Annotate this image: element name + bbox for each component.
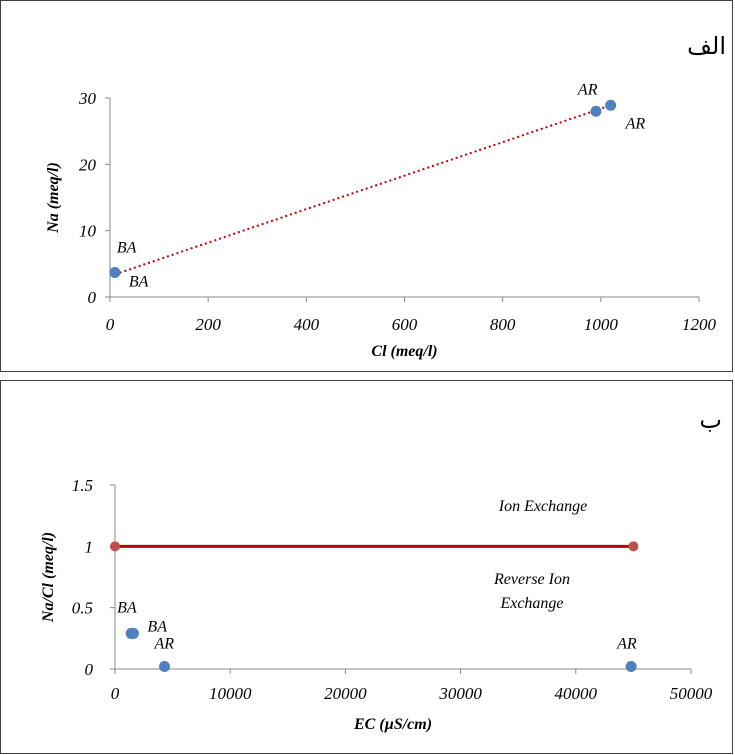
x-tick-label: 400 xyxy=(294,315,320,334)
y-tick-label: 1.5 xyxy=(72,476,93,495)
point-label: BA xyxy=(147,618,167,635)
point-label: BA xyxy=(129,273,149,290)
x-tick-label: 40000 xyxy=(555,684,598,703)
data-point xyxy=(625,661,637,673)
y-tick-label: 0 xyxy=(88,288,97,307)
region-label: Reverse Ion xyxy=(493,571,570,588)
data-point xyxy=(159,661,171,673)
y-tick-label: 10 xyxy=(79,222,97,241)
x-tick-label: 200 xyxy=(195,315,221,334)
x-tick-label: 20000 xyxy=(324,684,367,703)
x-tick-label: 0 xyxy=(106,315,115,334)
chart-panel-a: الف 0 10 20 30 0 200 400 600 800 1000 1200 Cl (meq/l… xyxy=(0,0,733,372)
x-tick-label: 600 xyxy=(392,315,418,334)
chart-a-svg: الف 0 10 20 30 0 200 400 600 800 1000 1200 Cl (meq/l… xyxy=(45,32,726,360)
y-tick-label: 20 xyxy=(79,155,97,174)
data-point xyxy=(605,99,617,111)
y-axis-title: Na/Cl (meq/l) xyxy=(40,532,57,623)
y-tick-label: 1 xyxy=(85,537,94,556)
trendline xyxy=(114,104,611,276)
x-tick-label: 1200 xyxy=(682,315,717,334)
x-tick-label: 800 xyxy=(490,315,516,334)
point-label: BA xyxy=(117,239,137,256)
region-label: Exchange xyxy=(499,595,563,612)
reference-endpoint xyxy=(628,541,639,552)
y-axis-title: Na (meq/l) xyxy=(45,162,62,234)
data-point xyxy=(127,627,139,639)
point-label: AR xyxy=(577,81,598,98)
point-label: AR xyxy=(154,636,175,653)
x-axis-title: EC (µS/cm) xyxy=(353,716,432,733)
y-tick-label: 30 xyxy=(78,89,97,108)
panel-letter-a: الف xyxy=(687,32,726,60)
region-label: Ion Exchange xyxy=(498,498,587,515)
x-tick-label: 10000 xyxy=(209,684,252,703)
data-point xyxy=(109,266,121,278)
chart-b-svg: ب 0 0.5 1 1.5 0 10000 20000 30000 40000 50000 EC (µ… xyxy=(40,406,722,733)
panel-letter-b: ب xyxy=(699,406,722,434)
chart-panel-b: ب 0 0.5 1 1.5 0 10000 20000 30000 40000 50000 EC (µ… xyxy=(0,380,733,754)
point-label: AR xyxy=(625,115,646,132)
x-tick-label: 0 xyxy=(111,684,120,703)
x-axis-title: Cl (meq/l) xyxy=(371,343,437,360)
x-tick-label: 30000 xyxy=(438,684,482,703)
y-tick-label: 0 xyxy=(85,660,94,679)
x-tick-label: 50000 xyxy=(670,684,713,703)
point-label: AR xyxy=(616,636,637,653)
point-label: BA xyxy=(117,599,137,616)
data-point xyxy=(590,105,602,117)
reference-endpoint xyxy=(110,541,120,552)
y-tick-label: 0.5 xyxy=(72,599,93,618)
x-tick-label: 1000 xyxy=(584,315,619,334)
